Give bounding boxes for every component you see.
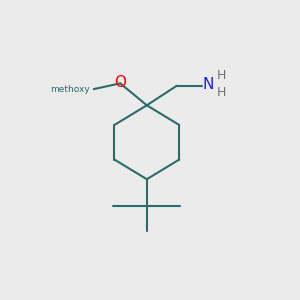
Text: O: O <box>114 75 126 90</box>
Text: H: H <box>217 85 226 99</box>
Text: H: H <box>217 70 226 83</box>
Text: N: N <box>202 77 214 92</box>
Text: methoxy: methoxy <box>50 85 90 94</box>
